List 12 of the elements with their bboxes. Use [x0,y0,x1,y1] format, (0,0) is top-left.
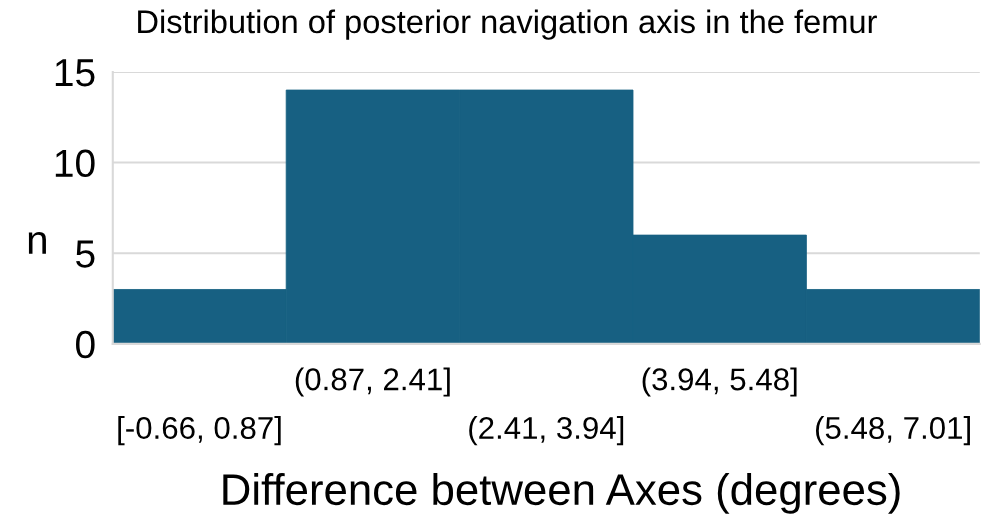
y-axis-title: n [28,231,46,254]
y-tick-label: 5 [76,240,95,268]
x-tick-label: (3.94, 5.48] [642,367,797,397]
x-tick-label: [-0.66, 0.87] [118,416,281,446]
x-tick-label: (5.48, 7.01] [816,416,970,446]
y-tick-label: 15 [55,59,95,87]
x-tick-label: (0.87, 2.41] [295,367,450,397]
chart-title: Distribution of posterior navigation axis in the femur [138,9,877,40]
x-axis-title: Difference between Axes (degrees) [223,473,900,514]
x-tick-label: (2.41, 3.94] [469,416,624,446]
y-tick-label: 0 [76,330,95,359]
y-tick-label: 10 [55,149,95,178]
